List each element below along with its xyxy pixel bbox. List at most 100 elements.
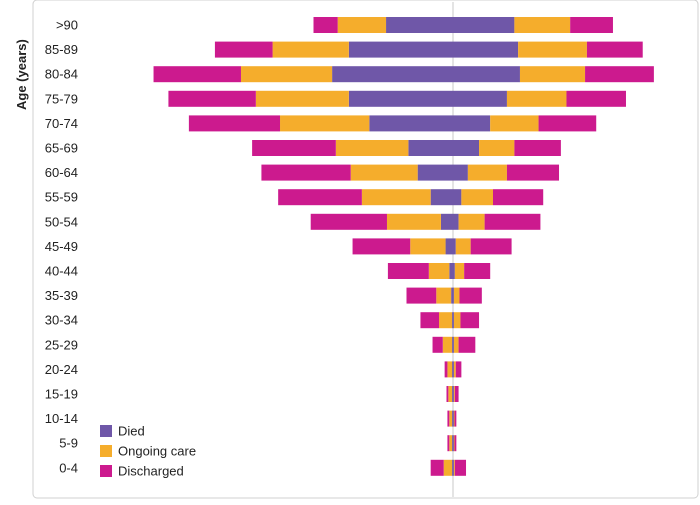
bar-10-14-right-ongoing-care: [453, 410, 455, 427]
bar-40-44-left-ongoing-care: [428, 263, 450, 279]
bar-15-19-right-ongoing-care: [453, 386, 455, 402]
bar-25-29-left-discharged: [432, 336, 443, 353]
bar-15-19-right-discharged: [454, 386, 459, 402]
category-label: 5-9: [59, 436, 78, 451]
bar-80-84-left-died: [332, 66, 453, 83]
bar-65-69-right-died: [453, 140, 480, 156]
bar-90-left-died: [386, 17, 453, 33]
bar-35-39-left-discharged: [406, 287, 437, 304]
bar-5-9-left-ongoing-care: [449, 435, 453, 452]
bar-0-4-right-died: [453, 459, 454, 476]
bar-70-74-right-ongoing-care: [490, 115, 539, 132]
bar-0-4-left-discharged: [430, 459, 444, 476]
bar-25-29-left-died: [452, 336, 453, 353]
bar-85-89-left-ongoing-care: [272, 41, 349, 58]
bar-70-74-right-discharged: [538, 115, 597, 132]
bar-15-19-right-died: [453, 386, 454, 402]
bar-30-34-left-ongoing-care: [439, 312, 453, 329]
bar-40-44-left-discharged: [387, 263, 429, 279]
bar-55-59-left-ongoing-care: [361, 189, 431, 206]
bar-5-9-right-discharged: [454, 435, 457, 452]
bar-5-9-left-discharged: [447, 435, 450, 452]
bar-20-24-right-ongoing-care: [453, 361, 456, 378]
bar-45-49-right-ongoing-care: [455, 238, 471, 255]
bar-70-74-right-died: [453, 115, 491, 132]
bar-45-49-left-discharged: [352, 238, 411, 255]
bar-70-74-left-ongoing-care: [280, 115, 370, 132]
bar-70-74-left-died: [369, 115, 453, 132]
bar-90-right-ongoing-care: [514, 17, 571, 33]
bar-90-right-died: [453, 17, 515, 33]
bar-75-79-right-ongoing-care: [506, 90, 567, 107]
bar-5-9-left-died: [452, 435, 453, 452]
bar-55-59-right-ongoing-care: [461, 189, 493, 206]
bar-35-39-left-ongoing-care: [436, 287, 452, 304]
category-label: >90: [56, 18, 78, 33]
bar-55-59-right-died: [453, 189, 462, 206]
bar-65-69-left-ongoing-care: [335, 140, 409, 156]
bar-10-14-right-discharged: [454, 410, 457, 427]
bar-20-24-left-discharged: [444, 361, 448, 378]
bar-85-89-right-ongoing-care: [518, 41, 587, 58]
bar-5-9-right-ongoing-care: [453, 435, 455, 452]
bar-65-69-right-ongoing-care: [479, 140, 515, 156]
bar-65-69-left-discharged: [252, 140, 336, 156]
bar-50-54-right-ongoing-care: [458, 213, 485, 230]
bar-10-14-right-died: [453, 410, 454, 427]
bar-80-84-right-ongoing-care: [519, 66, 586, 83]
legend-label-discharged: Discharged: [118, 464, 184, 479]
bar-25-29-left-ongoing-care: [442, 336, 453, 353]
category-label: 25-29: [45, 337, 78, 352]
bar-50-54-right-discharged: [484, 213, 541, 230]
bar-20-24-right-died: [453, 361, 454, 378]
bar-60-64-left-ongoing-care: [350, 164, 418, 181]
bar-15-19-left-ongoing-care: [448, 386, 453, 402]
bar-85-89-right-discharged: [586, 41, 643, 58]
bar-85-89-left-died: [348, 41, 453, 58]
bar-40-44-right-ongoing-care: [454, 263, 465, 279]
bar-45-49-right-died: [453, 238, 456, 255]
category-label: 55-59: [45, 190, 78, 205]
bar-45-49-right-discharged: [470, 238, 512, 255]
bar-75-79-right-died: [453, 90, 507, 107]
bar-60-64-left-discharged: [261, 164, 351, 181]
category-label: 60-64: [45, 165, 78, 180]
bar-35-39-left-died: [451, 287, 453, 304]
bar-10-14-left-ongoing-care: [449, 410, 453, 427]
bar-75-79-left-discharged: [168, 90, 256, 107]
bar-60-64-right-died: [453, 164, 468, 181]
category-label: 35-39: [45, 288, 78, 303]
bar-35-39-right-discharged: [459, 287, 482, 304]
legend-swatch-died: [100, 425, 112, 437]
bar-0-4-left-died: [452, 459, 453, 476]
bar-75-79-left-ongoing-care: [255, 90, 349, 107]
bar-80-84-right-died: [453, 66, 520, 83]
bar-40-44-right-died: [453, 263, 455, 279]
bar-10-14-left-discharged: [447, 410, 450, 427]
category-label: 45-49: [45, 239, 78, 254]
bar-20-24-left-died: [452, 361, 453, 378]
bar-30-34-right-died: [453, 312, 454, 329]
bar-25-29-right-died: [453, 336, 454, 353]
bar-55-59-right-discharged: [492, 189, 544, 206]
bar-65-69-left-died: [408, 140, 453, 156]
bar-50-54-left-died: [440, 213, 453, 230]
category-label: 85-89: [45, 42, 78, 57]
bar-10-14-left-died: [452, 410, 453, 427]
bar-50-54-left-ongoing-care: [386, 213, 441, 230]
bar-50-54-right-died: [453, 213, 459, 230]
bar-35-39-right-died: [453, 287, 454, 304]
category-label: 70-74: [45, 116, 78, 131]
bar-5-9-right-died: [453, 435, 454, 452]
category-labels: >90 85-89 80-84 75-79 70-74 65-69 60-64 55-59 50…: [45, 18, 78, 476]
bar-25-29-right-discharged: [458, 336, 476, 353]
bar-75-79-right-discharged: [566, 90, 626, 107]
legend-label-died: Died: [118, 424, 145, 439]
bar-35-39-right-ongoing-care: [453, 287, 460, 304]
legend-swatch-ongoing-care: [100, 445, 112, 457]
bar-50-54-left-discharged: [310, 213, 387, 230]
bar-30-34-left-discharged: [420, 312, 440, 329]
legend-swatch-discharged: [100, 465, 112, 477]
